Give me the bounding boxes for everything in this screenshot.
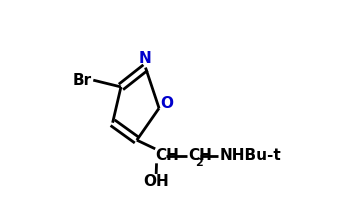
Text: OH: OH (143, 174, 169, 189)
Text: CH: CH (188, 148, 212, 163)
Text: CH: CH (155, 148, 179, 163)
Text: Br: Br (73, 73, 92, 88)
Text: O: O (160, 96, 173, 111)
Text: N: N (138, 51, 151, 66)
Text: 2: 2 (196, 158, 203, 168)
Text: NHBu-t: NHBu-t (220, 148, 282, 163)
